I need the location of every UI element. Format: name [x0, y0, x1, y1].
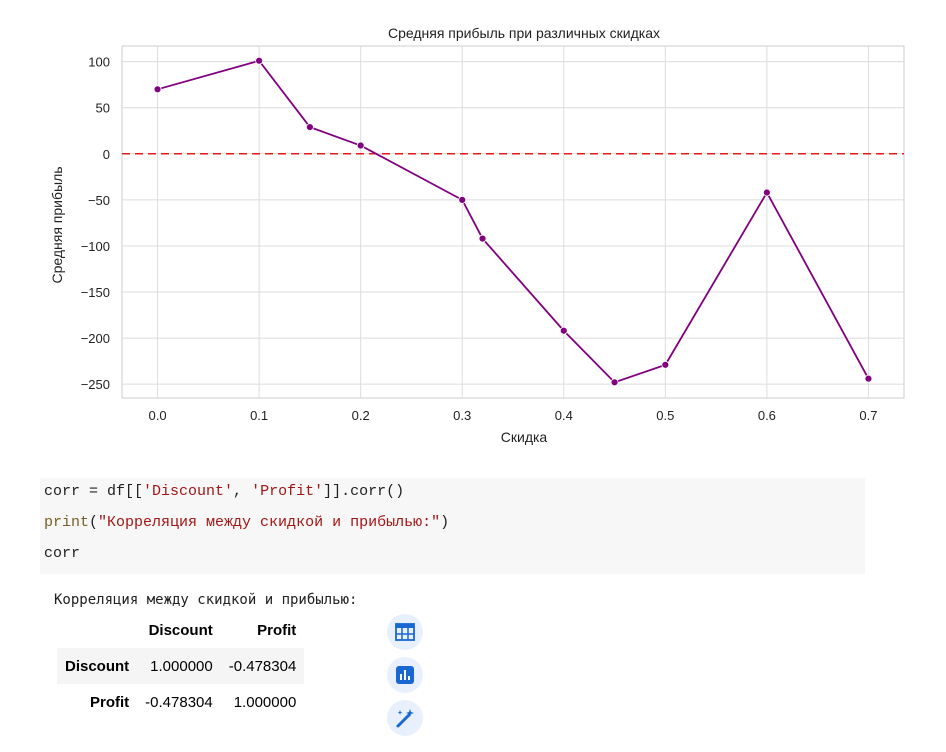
x-tick-label: 0.7: [859, 408, 877, 423]
table-row: Profit -0.478304 1.000000: [57, 684, 304, 720]
data-point: [153, 85, 162, 94]
table-cell: -0.478304: [145, 693, 213, 711]
convert-to-interactive-table-button[interactable]: [387, 614, 423, 650]
table-cell: 1.000000: [150, 657, 213, 675]
x-tick-label: 0.2: [352, 408, 370, 423]
column-header: Profit: [257, 621, 297, 639]
data-point: [610, 378, 619, 387]
y-tick-label: 100: [88, 55, 110, 70]
suggest-charts-button[interactable]: [387, 657, 423, 693]
data-point: [559, 326, 568, 335]
x-tick-labels: 0.0 0.1 0.2 0.3 0.4 0.5 0.6 0.7: [149, 408, 878, 423]
y-tick-label: 50: [96, 101, 110, 116]
y-axis-label: Средняя прибыль: [49, 166, 65, 283]
table-row: Discount 1.000000 -0.478304: [57, 648, 305, 684]
data-point: [305, 123, 314, 131]
x-axis-label: Скидка: [501, 429, 548, 445]
table-cell: 1.000000: [233, 693, 297, 711]
row-index: Discount: [65, 657, 130, 675]
magic-wand-icon: [396, 709, 414, 728]
y-tick-label: 0: [103, 147, 110, 162]
data-point: [762, 188, 771, 197]
x-tick-label: 0.4: [555, 408, 573, 423]
code-cell[interactable]: corr = df[['Discount', 'Profit']].corr()…: [40, 478, 865, 574]
table-header-row: Discount Profit: [57, 612, 304, 648]
y-tick-labels: 100 50 0 −50 −100 −150 −200 −250: [81, 55, 110, 393]
data-point: [864, 374, 873, 383]
x-tick-label: 0.0: [149, 408, 167, 423]
chart-title: Средняя прибыль при различных скидках: [388, 25, 660, 41]
row-index: Profit: [90, 693, 130, 711]
y-tick-label: −50: [88, 193, 110, 208]
line-chart: Средняя прибыль при различных скидках 10…: [49, 25, 905, 445]
y-tick-label: −150: [81, 285, 110, 300]
y-tick-label: −200: [81, 331, 110, 346]
y-tick-label: −250: [81, 377, 110, 392]
data-point: [255, 56, 264, 65]
x-tick-label: 0.5: [656, 408, 674, 423]
generate-code-button[interactable]: [387, 700, 423, 736]
data-points: [153, 56, 873, 387]
code-line-2: print("Корреляция между скидкой и прибыл…: [44, 514, 450, 531]
column-header: Discount: [148, 621, 213, 639]
bar-chart-icon: [396, 666, 414, 684]
x-tick-label: 0.6: [758, 408, 776, 423]
code-line-3: corr: [44, 545, 81, 562]
index-header: [57, 612, 137, 648]
x-tick-label: 0.3: [453, 408, 471, 423]
table-cell: -0.478304: [228, 657, 297, 675]
data-point: [458, 195, 467, 204]
data-point: [478, 234, 487, 243]
x-tick-label: 0.1: [250, 408, 268, 423]
y-tick-label: −100: [81, 239, 110, 254]
plot-area: [121, 45, 905, 399]
code-line-1: corr = df[['Discount', 'Profit']].corr(): [44, 483, 405, 500]
data-point: [356, 141, 365, 150]
table-icon: [395, 623, 415, 641]
printed-output: Корреляция между скидкой и прибылью:: [54, 592, 358, 608]
data-point: [661, 360, 670, 369]
correlation-table: Discount Profit Discount 1.000000 -0.478…: [57, 612, 305, 720]
